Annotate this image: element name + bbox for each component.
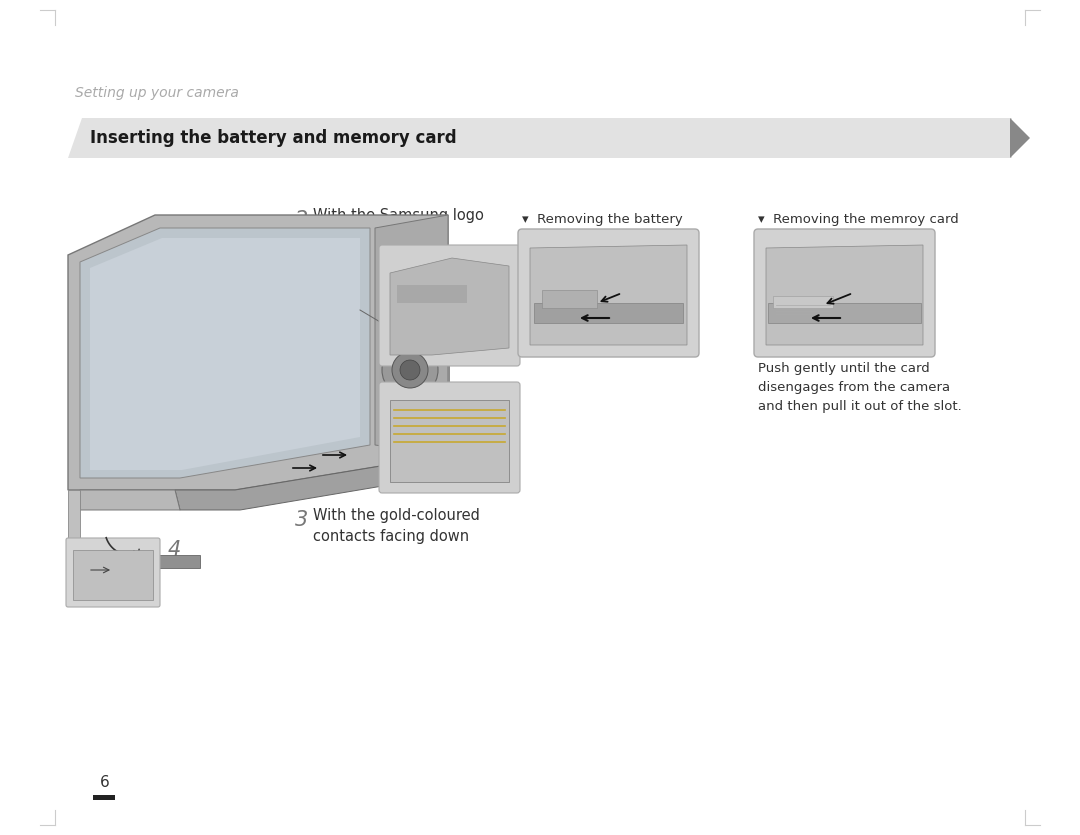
Text: 4: 4 xyxy=(168,540,181,560)
Bar xyxy=(534,303,683,323)
Polygon shape xyxy=(390,258,509,355)
Bar xyxy=(768,303,921,323)
Polygon shape xyxy=(175,455,448,510)
Text: ▾  Removing the battery: ▾ Removing the battery xyxy=(522,213,683,226)
FancyBboxPatch shape xyxy=(66,538,160,607)
Text: With the gold-coloured
contacts facing down: With the gold-coloured contacts facing d… xyxy=(313,508,480,544)
Polygon shape xyxy=(80,228,370,478)
Polygon shape xyxy=(68,118,82,158)
Circle shape xyxy=(411,291,419,299)
Text: 2: 2 xyxy=(295,210,308,230)
FancyBboxPatch shape xyxy=(518,229,699,357)
Polygon shape xyxy=(90,238,360,470)
Text: With the Samsung logo
facing up: With the Samsung logo facing up xyxy=(313,208,484,244)
FancyBboxPatch shape xyxy=(379,382,519,493)
Text: 1: 1 xyxy=(65,540,78,560)
Text: Setting up your camera: Setting up your camera xyxy=(75,86,239,100)
Text: 6: 6 xyxy=(100,775,110,790)
Text: Inserting the battery and memory card: Inserting the battery and memory card xyxy=(90,129,457,147)
Polygon shape xyxy=(68,215,448,490)
FancyBboxPatch shape xyxy=(379,245,519,366)
Text: Push gently until the card
disengages from the camera
and then pull it out of th: Push gently until the card disengages fr… xyxy=(758,362,962,413)
Bar xyxy=(542,290,597,308)
Bar xyxy=(773,296,833,308)
Circle shape xyxy=(400,360,420,380)
Circle shape xyxy=(411,311,419,319)
Circle shape xyxy=(391,291,399,299)
Circle shape xyxy=(392,352,428,388)
Polygon shape xyxy=(390,400,509,482)
Polygon shape xyxy=(73,550,153,600)
Text: 3: 3 xyxy=(295,510,308,530)
FancyBboxPatch shape xyxy=(754,229,935,357)
Polygon shape xyxy=(80,490,180,510)
Polygon shape xyxy=(68,555,200,568)
Polygon shape xyxy=(530,245,687,345)
Circle shape xyxy=(391,311,399,319)
Polygon shape xyxy=(375,215,448,455)
Circle shape xyxy=(382,342,438,398)
Text: ▾  Removing the memroy card: ▾ Removing the memroy card xyxy=(758,213,959,226)
Polygon shape xyxy=(766,245,923,345)
Bar xyxy=(68,118,1012,158)
Polygon shape xyxy=(1010,118,1030,158)
Polygon shape xyxy=(68,490,80,555)
Bar xyxy=(93,795,114,800)
Bar xyxy=(397,285,467,303)
